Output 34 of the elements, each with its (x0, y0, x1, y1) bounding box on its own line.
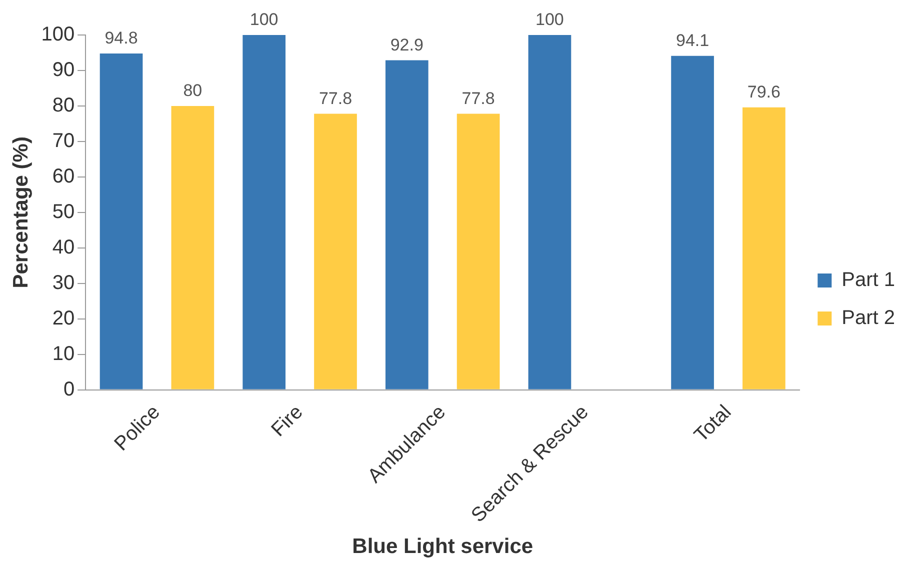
y-tick-label: 50 (52, 200, 75, 223)
y-tick-label: 80 (52, 94, 75, 116)
bar (742, 107, 786, 390)
data-label: 77.8 (318, 88, 352, 108)
y-tick-label: 70 (52, 130, 75, 152)
bar (171, 106, 214, 390)
data-label: 77.8 (462, 88, 495, 108)
y-tick-label: 10 (52, 342, 75, 365)
y-tick-label: 40 (52, 236, 75, 258)
bar (528, 35, 572, 390)
bar (456, 114, 500, 390)
data-label: 94.1 (676, 31, 710, 50)
x-tick-label: Fire (267, 401, 308, 442)
y-tick-label: 60 (52, 165, 75, 188)
data-label: 100 (250, 10, 278, 30)
data-label: 100 (536, 10, 564, 30)
data-label: 94.8 (104, 28, 138, 48)
data-label: 92.9 (390, 35, 424, 54)
y-tick-label: 0 (63, 378, 75, 400)
bar (385, 60, 428, 390)
y-tick-label: 90 (52, 58, 75, 81)
legend-label: Part 2 (842, 307, 895, 330)
y-tick-label: 30 (52, 272, 75, 294)
legend-label: Part 1 (842, 269, 895, 292)
y-tick-label: 100 (41, 24, 75, 46)
bar (314, 114, 357, 390)
bar (242, 35, 286, 390)
data-label: 79.6 (747, 82, 780, 102)
x-axis-title: Blue Light service (352, 535, 534, 558)
y-tick-label: 20 (52, 307, 75, 330)
data-label: 80 (183, 81, 202, 100)
y-axis-title: Percentage (%) (9, 136, 32, 288)
bar (100, 53, 143, 390)
bar (671, 56, 714, 390)
